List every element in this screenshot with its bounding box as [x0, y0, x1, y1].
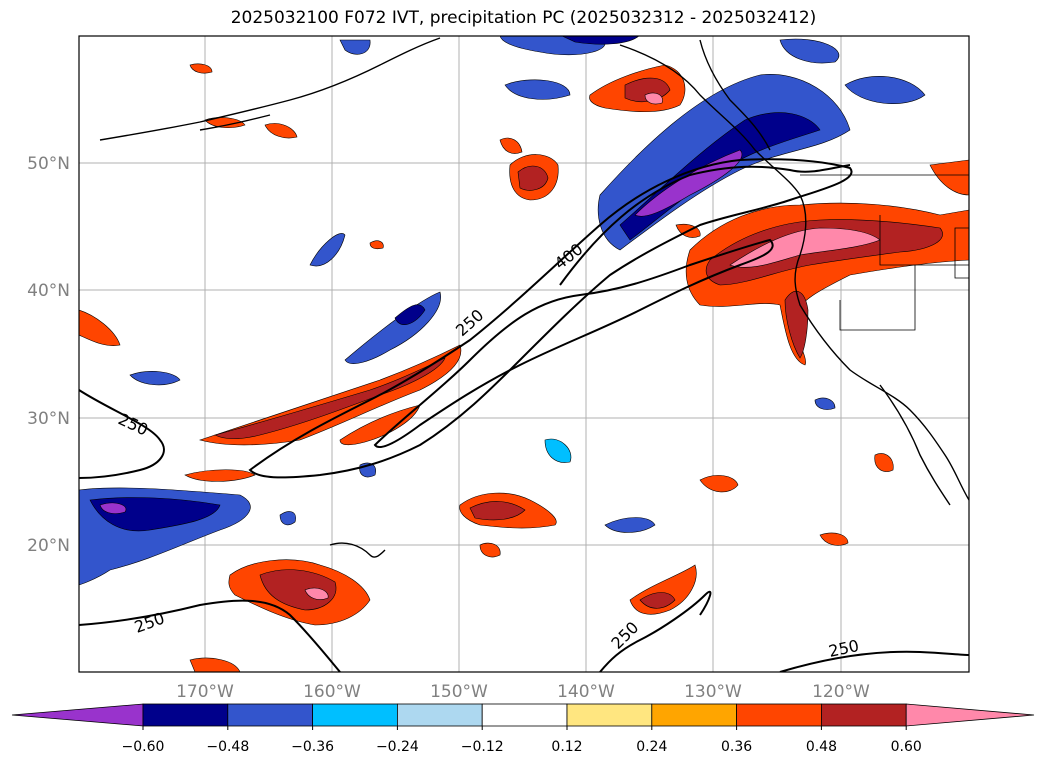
ivt-contour-250-west — [79, 389, 165, 479]
colorbar-bin — [396, 703, 483, 727]
colorbar-bin — [821, 703, 907, 727]
ivt-contour-250-east — [779, 650, 969, 672]
lat-label: 30°N — [27, 409, 70, 429]
colorbar-tick-label: 0.48 — [806, 739, 837, 755]
colorbar-extend-min — [11, 703, 144, 727]
lat-label: 40°N — [27, 281, 70, 301]
colorbar-tick-label: −0.60 — [122, 739, 165, 755]
coastlines — [99, 37, 969, 558]
lon-label: 170°W — [176, 682, 234, 702]
lon-label: 150°W — [430, 682, 488, 702]
ivt-contour-250-inner — [373, 238, 774, 448]
lon-label: 120°W — [812, 682, 870, 702]
colorbar-tick-label: −0.48 — [206, 739, 249, 755]
colorbar-tick-label: −0.36 — [291, 739, 334, 755]
colorbar-bin — [312, 703, 398, 727]
lon-label: 140°W — [557, 682, 615, 702]
ivt-contours — [79, 158, 969, 672]
lat-label: 20°N — [27, 536, 70, 556]
state-boundaries — [800, 174, 969, 331]
colorbar-tick-label: 0.12 — [551, 739, 582, 755]
map-title: 2025032100 F072 IVT, precipitation PC (2… — [230, 8, 817, 28]
ivt-contour-250-main — [248, 158, 853, 479]
map-frame — [78, 35, 970, 673]
colorbar-bin — [481, 703, 568, 727]
colorbar-bin — [566, 703, 653, 727]
colorbar-bin — [651, 703, 737, 727]
colorbar-extend-max — [905, 703, 1035, 727]
colorbar-bin — [736, 703, 822, 727]
ivt-contour-250-sw — [79, 599, 341, 672]
lon-label: 130°W — [684, 682, 742, 702]
ivt-contour-250-se — [599, 590, 712, 672]
colorbar-tick-label: 0.60 — [891, 739, 922, 755]
colorbar-bin — [227, 703, 314, 727]
colorbar-tick-label: 0.24 — [636, 739, 667, 755]
longitude-labels: 170°W 160°W 150°W 140°W 130°W 120°W — [176, 682, 870, 702]
colorbar — [11, 703, 1035, 727]
ivt-contour-400 — [559, 164, 851, 286]
lon-label: 160°W — [303, 682, 361, 702]
latitude-labels: 50°N 40°N 30°N 20°N — [27, 154, 70, 556]
colorbar-tick-label: −0.24 — [376, 739, 419, 755]
lat-label: 50°N — [27, 154, 70, 174]
colorbar-tick-label: −0.12 — [461, 739, 504, 755]
colorbar-tick-labels: −0.60 −0.48 −0.36 −0.24 −0.12 0.12 0.24 0.36 0.4… — [122, 726, 922, 755]
colorbar-bin — [142, 703, 229, 727]
colorbar-tick-label: 0.36 — [721, 739, 752, 755]
